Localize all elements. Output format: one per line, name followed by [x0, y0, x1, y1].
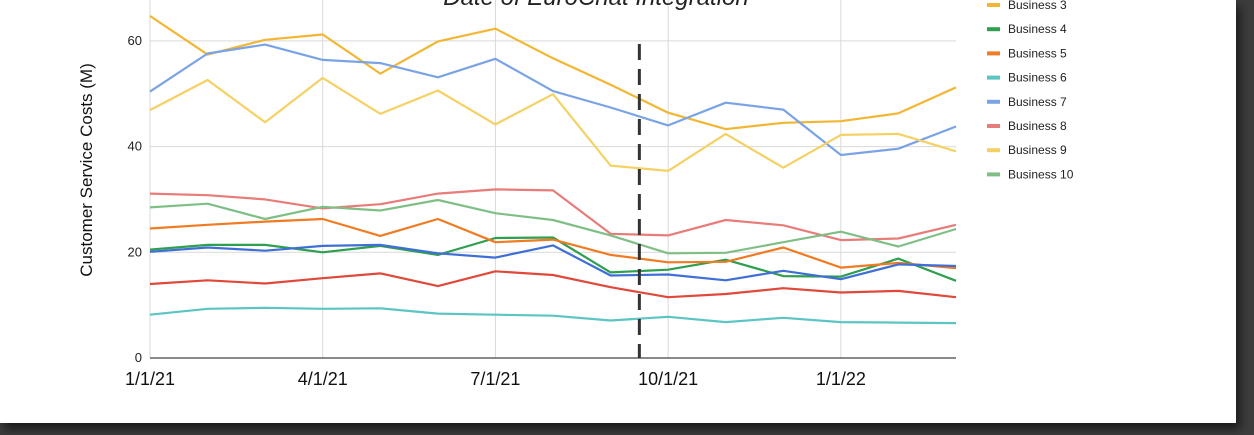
y-tick-label: 60 — [128, 33, 142, 48]
series-line-business-9 — [149, 76, 957, 172]
line-chart: Date of EuroChat Integration Customer Se… — [77, 0, 1074, 389]
x-tick-label: 10/1/21 — [638, 369, 698, 389]
series-layer — [149, 15, 957, 325]
legend-label: Business 6 — [1008, 71, 1067, 85]
legend-label: Business 3 — [1008, 0, 1067, 12]
legend-label: Business 4 — [1008, 22, 1067, 36]
series-line-business-7 — [149, 43, 957, 157]
series-line-business-6 — [149, 306, 957, 325]
y-tick-labels: 0 20 40 60 — [128, 33, 142, 365]
x-tick-label: 7/1/21 — [470, 369, 520, 389]
y-tick-label: 0 — [135, 350, 142, 365]
series-line-business-10 — [149, 198, 957, 255]
series-line-business-2 — [149, 270, 957, 299]
x-tick-labels: 1/1/21 4/1/21 7/1/21 10/1/21 1/1/22 — [125, 369, 866, 389]
series-line-business-5 — [149, 217, 957, 270]
grid-layer — [149, 0, 956, 358]
legend-label: Business 9 — [1008, 143, 1067, 157]
y-tick-label: 20 — [128, 244, 142, 259]
series-line-business-3 — [149, 15, 957, 131]
series-line-business-1 — [149, 243, 957, 282]
legend-label: Business 8 — [1008, 119, 1067, 133]
legend-label: Business 7 — [1008, 95, 1067, 109]
x-tick-label: 4/1/21 — [298, 369, 348, 389]
y-tick-label: 40 — [128, 139, 142, 154]
y-axis-label: Customer Service Costs (M) — [77, 63, 96, 276]
chart-frame: Date of EuroChat Integration Customer Se… — [0, 0, 1236, 423]
x-tick-label: 1/1/21 — [125, 369, 175, 389]
annotation-title: Date of EuroChat Integration — [443, 0, 749, 11]
legend-label: Business 5 — [1008, 46, 1067, 60]
x-tick-label: 1/1/22 — [816, 369, 866, 389]
legend-label: Business 10 — [1008, 167, 1074, 181]
legend: Business 3 Business 4 Business 5 Business 6… — [987, 0, 1074, 181]
